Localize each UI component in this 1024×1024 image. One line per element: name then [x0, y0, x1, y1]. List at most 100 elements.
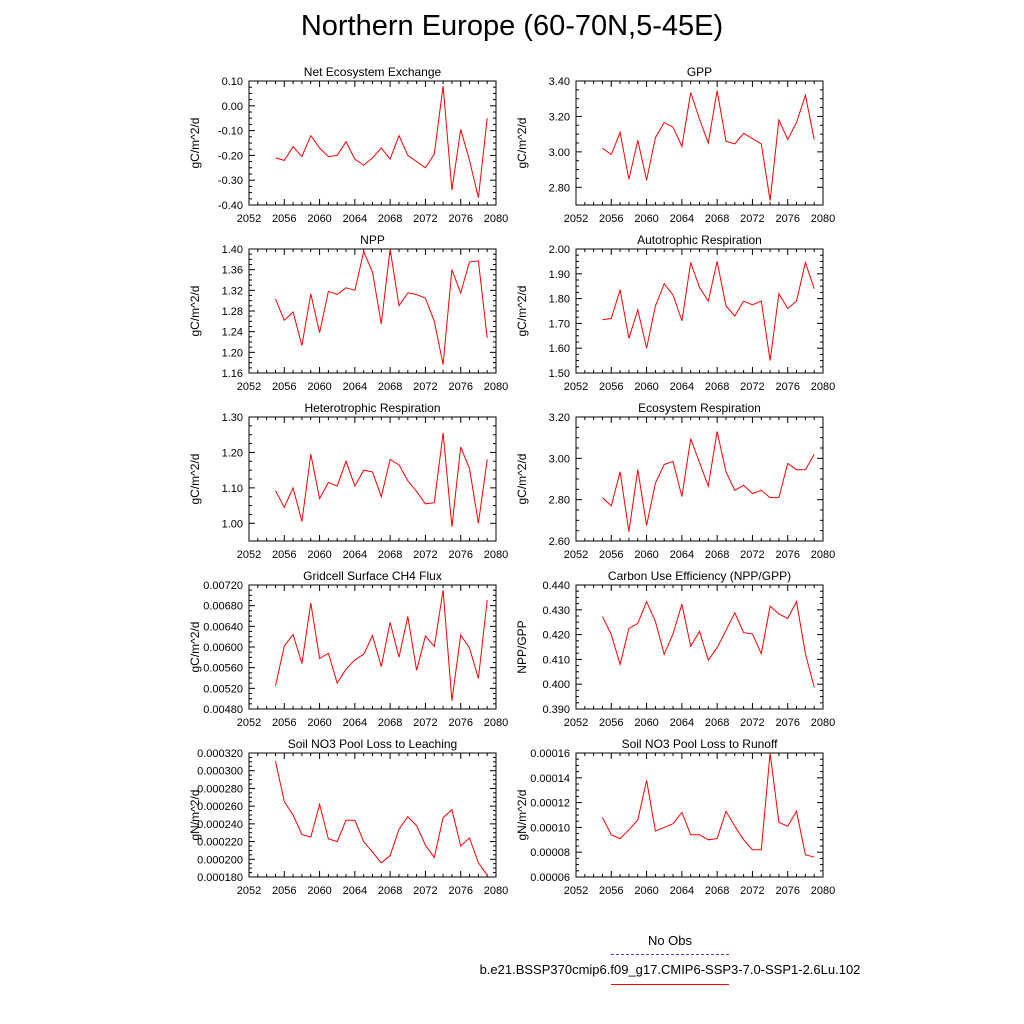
panel-4: Heterotrophic Respiration gC/m^2/d 2052 205…: [188, 401, 508, 561]
panel-title: Carbon Use Efficiency (NPP/GPP): [608, 569, 791, 583]
y-axis-label: gC/m^2/d: [188, 454, 202, 505]
x-tick-label: 2068: [378, 213, 402, 225]
x-tick-label: 2072: [413, 381, 437, 393]
y-tick-label: 0.440: [542, 580, 570, 592]
y-tick-label: 3.20: [549, 412, 570, 424]
x-tick-label: 2080: [811, 213, 835, 225]
y-axis-label: gN/m^2/d: [515, 790, 529, 841]
x-tick-label: 2064: [343, 885, 367, 897]
x-tick-label: 2056: [599, 381, 623, 393]
y-tick-label: -0.10: [218, 126, 243, 138]
y-tick-label: 1.28: [222, 306, 243, 318]
y-tick-label: 0.00680: [203, 601, 243, 613]
panel-title: Ecosystem Respiration: [638, 401, 761, 415]
panel-9: Soil NO3 Pool Loss to Runoff gN/m^2/d 2052…: [515, 737, 835, 897]
y-tick-label: 0.00520: [203, 683, 243, 695]
x-tick-label: 2064: [343, 549, 367, 561]
x-tick-label: 2060: [307, 549, 331, 561]
panel-title: Soil NO3 Pool Loss to Leaching: [288, 737, 457, 751]
series-line: [275, 85, 488, 198]
x-tick-label: 2060: [634, 381, 658, 393]
y-tick-label: 0.000280: [197, 783, 243, 795]
x-tick-label: 2052: [564, 549, 588, 561]
x-tick-label: 2072: [740, 381, 764, 393]
y-tick-label: 2.00: [549, 244, 570, 256]
series-line: [275, 760, 488, 876]
x-tick-label: 2072: [740, 717, 764, 729]
y-tick-label: 0.400: [542, 679, 570, 691]
x-tick-label: 2060: [307, 885, 331, 897]
y-tick-label: 1.90: [549, 269, 570, 281]
y-tick-label: 0.000260: [197, 801, 243, 813]
x-tick-label: 2064: [343, 213, 367, 225]
y-tick-label: 2.80: [549, 495, 570, 507]
legend-label-no-obs: No Obs: [647, 933, 693, 948]
x-tick-label: 2076: [448, 717, 472, 729]
y-tick-label: 0.00640: [203, 621, 243, 633]
x-tick-label: 2068: [378, 381, 402, 393]
y-axis-label: gC/m^2/d: [188, 118, 202, 169]
x-tick-label: 2072: [413, 549, 437, 561]
page-title: Northern Europe (60-70N,5-45E): [300, 10, 724, 42]
x-tick-label: 2068: [705, 717, 729, 729]
x-tick-label: 2068: [705, 549, 729, 561]
x-tick-label: 2076: [775, 381, 799, 393]
y-tick-label: 0.000180: [197, 872, 243, 884]
x-tick-label: 2080: [811, 717, 835, 729]
y-tick-label: 1.60: [549, 343, 570, 355]
y-tick-label: 3.40: [549, 76, 570, 88]
x-tick-label: 2056: [272, 381, 296, 393]
x-tick-label: 2064: [670, 381, 694, 393]
x-tick-label: 2072: [413, 213, 437, 225]
x-tick-label: 2064: [343, 381, 367, 393]
x-tick-label: 2060: [634, 213, 658, 225]
panel-title: Net Ecosystem Exchange: [304, 65, 442, 79]
y-axis-label: gC/m^2/d: [515, 286, 529, 337]
x-tick-label: 2056: [599, 213, 623, 225]
x-tick-label: 2056: [272, 549, 296, 561]
y-tick-label: 3.00: [549, 453, 570, 465]
y-tick-label: 1.40: [222, 244, 243, 256]
y-tick-label: 1.24: [222, 327, 243, 339]
plot-frame: [575, 248, 824, 374]
plot-frame: [575, 752, 824, 878]
panel-title: Heterotrophic Respiration: [304, 401, 440, 415]
x-tick-label: 2052: [237, 549, 261, 561]
y-axis-label: gN/m^2/d: [188, 790, 202, 841]
y-tick-label: 3.00: [549, 147, 570, 159]
y-axis-label: gC/m^2/d: [188, 286, 202, 337]
y-tick-label: 1.80: [549, 294, 570, 306]
panel-2: NPP gC/m^2/d 2052 2056 2060 2064 2068 2072 2076 2…: [188, 233, 508, 393]
x-tick-label: 2076: [775, 549, 799, 561]
y-tick-label: 1.20: [222, 347, 243, 359]
panel-6: Gridcell Surface CH4 Flux gC/m^2/d 2052 205…: [188, 569, 508, 729]
x-tick-label: 2068: [705, 381, 729, 393]
y-tick-label: 0.00480: [203, 704, 243, 716]
y-tick-label: 0.430: [542, 605, 570, 617]
x-tick-label: 2076: [448, 213, 472, 225]
y-tick-label: 0.00720: [203, 580, 243, 592]
plot-frame: [248, 416, 497, 542]
y-tick-label: 2.80: [549, 182, 570, 194]
y-tick-label: 0.00: [222, 101, 243, 113]
x-tick-label: 2056: [599, 885, 623, 897]
y-tick-label: 2.60: [549, 536, 570, 548]
y-tick-label: -0.40: [218, 200, 243, 212]
x-tick-label: 2080: [484, 213, 508, 225]
x-tick-label: 2076: [448, 885, 472, 897]
x-tick-label: 2080: [811, 381, 835, 393]
x-tick-label: 2060: [307, 717, 331, 729]
y-tick-label: 3.20: [549, 111, 570, 123]
x-tick-label: 2056: [599, 549, 623, 561]
x-tick-label: 2060: [307, 213, 331, 225]
panel-title: Gridcell Surface CH4 Flux: [303, 569, 442, 583]
y-tick-label: 0.00560: [203, 663, 243, 675]
x-tick-label: 2060: [634, 549, 658, 561]
series-line: [275, 248, 488, 365]
y-tick-label: 0.410: [542, 654, 570, 666]
x-tick-label: 2052: [564, 213, 588, 225]
x-tick-label: 2056: [272, 885, 296, 897]
panel-title: Soil NO3 Pool Loss to Runoff: [622, 737, 779, 751]
y-tick-label: 0.10: [222, 76, 243, 88]
